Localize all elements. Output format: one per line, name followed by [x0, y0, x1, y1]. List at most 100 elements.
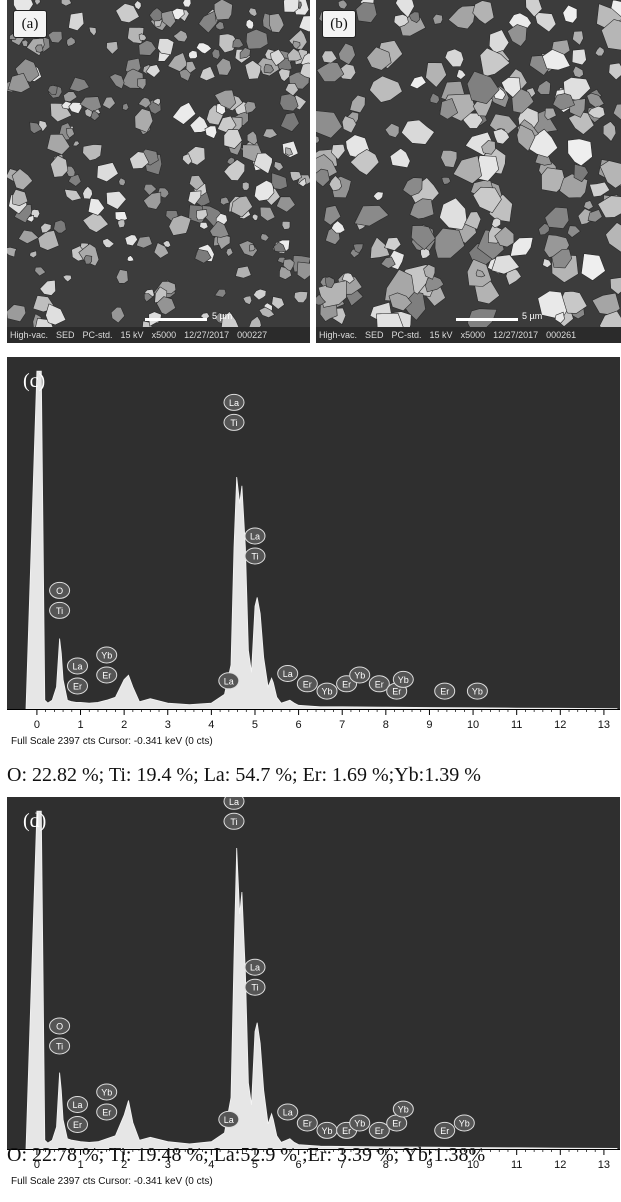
x-tick-label: 9 [426, 719, 432, 731]
svg-text:La: La [283, 669, 293, 679]
svg-text:Er: Er [73, 682, 82, 692]
sem-texture-b [316, 0, 621, 343]
svg-text:Ti: Ti [56, 606, 63, 616]
peak-label: Er [68, 1117, 88, 1133]
scale-bar-label-a: 5 µm [212, 311, 232, 321]
x-tick-label: 4 [208, 719, 214, 731]
svg-text:La: La [229, 398, 239, 408]
svg-text:Er: Er [73, 1120, 82, 1130]
x-tick-label: 7 [339, 719, 345, 731]
sem-texture-a [7, 0, 310, 343]
composition-d: O: 22.78 %; Ti: 19.48 %; La:52.9 % ;Er: … [7, 1144, 485, 1167]
spectrum-footer: Full Scale 2397 cts Cursor: -0.341 keV (… [11, 736, 213, 747]
peak-label: Er [369, 1122, 389, 1138]
svg-text:Yb: Yb [398, 1105, 409, 1115]
peak-label: Ti [245, 979, 265, 995]
peak-label: Yb [467, 683, 487, 699]
x-tick-label: 1 [77, 719, 83, 731]
svg-text:Ti: Ti [230, 817, 237, 827]
svg-text:Yb: Yb [459, 1119, 470, 1129]
peak-label: Ti [50, 602, 70, 618]
x-tick-label: 11 [511, 719, 522, 731]
peak-label: La [68, 1097, 88, 1113]
peak-label: La [219, 673, 239, 689]
peak-label: Er [435, 1122, 455, 1138]
x-tick-label: 2 [121, 719, 127, 731]
svg-text:Yb: Yb [101, 651, 112, 661]
svg-text:Er: Er [392, 1119, 401, 1129]
peak-label: Yb [97, 647, 117, 663]
svg-text:Er: Er [303, 1119, 312, 1129]
peak-label: Yb [317, 1122, 337, 1138]
svg-text:Ti: Ti [56, 1042, 63, 1052]
peak-label: La [278, 666, 298, 682]
peak-label: O [50, 582, 70, 598]
x-tick-label: 0 [34, 719, 40, 731]
peak-label: Ti [50, 1038, 70, 1054]
peak-label: La [224, 394, 244, 410]
peak-label: Ti [224, 813, 244, 829]
x-tick-label: 8 [383, 719, 389, 731]
spectrum-footer: Full Scale 2397 cts Cursor: -0.341 keV (… [11, 1176, 213, 1187]
svg-text:Er: Er [342, 1126, 351, 1136]
peak-label: La [245, 959, 265, 975]
svg-text:Yb: Yb [354, 671, 365, 681]
svg-text:La: La [224, 676, 234, 686]
svg-text:Ti: Ti [251, 552, 258, 562]
peak-label: Yb [97, 1084, 117, 1100]
peak-label: Er [97, 1104, 117, 1120]
scale-bar-b [456, 318, 518, 321]
peak-label: La [68, 658, 88, 674]
svg-text:La: La [72, 1100, 82, 1110]
panel-label: (d) [23, 810, 46, 832]
x-tick-label: 13 [598, 1159, 610, 1171]
panel-label-a: (a) [13, 10, 47, 38]
peak-label: Er [369, 676, 389, 692]
peak-label: Er [68, 678, 88, 694]
svg-text:Er: Er [102, 1108, 111, 1118]
svg-text:Er: Er [375, 679, 384, 689]
peak-label: Yb [317, 683, 337, 699]
panel-label-b: (b) [322, 10, 356, 38]
svg-text:La: La [250, 963, 260, 973]
peak-label: Ti [224, 414, 244, 430]
svg-text:Er: Er [440, 1126, 449, 1136]
peak-label: La [245, 528, 265, 544]
x-tick-label: 5 [252, 719, 258, 731]
peak-label: La [219, 1111, 239, 1127]
svg-text:La: La [224, 1115, 234, 1125]
peak-label: Yb [350, 1115, 370, 1131]
x-tick-label: 11 [511, 1159, 522, 1171]
peak-label: Er [435, 683, 455, 699]
x-tick-label: 10 [467, 719, 479, 731]
svg-text:Yb: Yb [472, 687, 483, 697]
svg-text:Er: Er [342, 679, 351, 689]
svg-text:Er: Er [392, 687, 401, 697]
composition-c: O: 22.82 %; Ti: 19.4 %; La: 54.7 %; Er: … [7, 764, 481, 787]
svg-text:La: La [283, 1108, 293, 1118]
peak-label: Yb [393, 671, 413, 687]
peak-label: Yb [350, 667, 370, 683]
x-tick-label: 12 [554, 719, 566, 731]
peak-label: Er [297, 676, 317, 692]
peak-label: La [224, 797, 244, 809]
svg-text:Er: Er [303, 679, 312, 689]
svg-text:O: O [56, 586, 63, 596]
scale-bar-label-b: 5 µm [522, 311, 542, 321]
svg-text:O: O [56, 1022, 63, 1032]
svg-text:Yb: Yb [354, 1119, 365, 1129]
svg-text:Er: Er [440, 687, 449, 697]
svg-text:La: La [229, 797, 239, 807]
peak-label: Ti [245, 548, 265, 564]
svg-text:Yb: Yb [321, 687, 332, 697]
svg-text:La: La [250, 532, 260, 542]
x-tick-label: 3 [165, 719, 171, 731]
svg-text:Ti: Ti [251, 983, 258, 993]
